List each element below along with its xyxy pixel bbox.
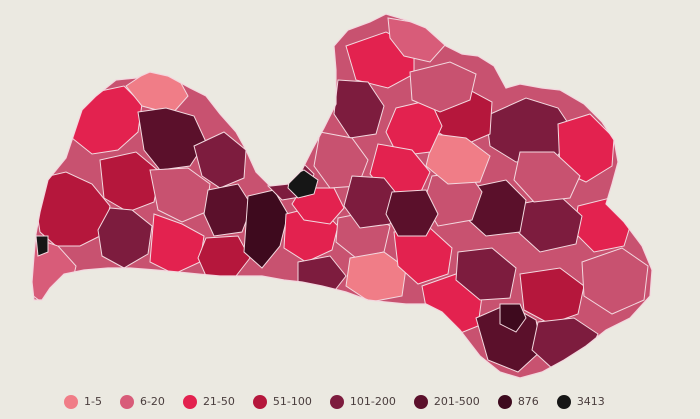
legend-item-201-500: 201-500: [413, 395, 480, 409]
legend-item-1-5: 1-5: [64, 395, 102, 409]
region-latgale-7: [581, 247, 649, 315]
legend-swatch-21-50: [182, 395, 197, 409]
legend-label-876: 876: [517, 395, 539, 408]
region-vidzeme-3: [513, 151, 581, 203]
legend-label-3413: 3413: [576, 395, 605, 408]
legend-item-3413: 3413: [556, 395, 605, 409]
region-liepaja: [35, 235, 49, 257]
region-vidzeme-11: [333, 79, 385, 139]
legend-item-6-20: 6-20: [119, 395, 165, 409]
legend-label-1-5: 1-5: [84, 395, 102, 408]
region-zemgale-1: [203, 183, 253, 237]
legend-swatch-51-100: [252, 395, 267, 409]
legend-swatch-876: [497, 395, 512, 409]
legend-label-51-100: 51-100: [272, 395, 312, 408]
latvia-choropleth-map: [31, 13, 653, 379]
legend-swatch-201-500: [413, 395, 428, 409]
legend-item-21-50: 21-50: [182, 395, 235, 409]
legend-swatch-6-20: [119, 395, 134, 409]
region-zemgale-7: [345, 251, 407, 303]
legend-item-51-100: 51-100: [252, 395, 312, 409]
legend-swatch-101-200: [329, 395, 344, 409]
region-latgale-5: [519, 267, 585, 325]
legend-label-6-20: 6-20: [139, 395, 165, 408]
legend-swatch-3413: [556, 395, 571, 409]
legend-item-876: 876: [497, 395, 539, 409]
region-vidzeme-5: [425, 133, 491, 185]
municipality-layer: [32, 14, 652, 378]
map-canvas: [31, 13, 653, 379]
legend-label-201-500: 201-500: [433, 395, 480, 408]
region-southwest-1: [97, 207, 153, 269]
region-daugavpils: [499, 303, 527, 333]
legend-swatch-1-5: [64, 395, 78, 409]
region-latgale-3: [455, 247, 517, 301]
region-kurzeme-6: [193, 131, 247, 189]
region-riga-surroundings-3: [291, 187, 345, 225]
region-west-3: [99, 151, 161, 213]
legend-label-101-200: 101-200: [349, 395, 396, 408]
legend-label-21-50: 21-50: [202, 395, 235, 408]
country-outline: [31, 13, 653, 379]
legend-item-101-200: 101-200: [329, 395, 396, 409]
region-riga-surroundings-4: [385, 189, 439, 237]
map-legend: 1-5 6-20 21-50 51-100 101-200 201-500 87…: [64, 390, 664, 414]
region-vidzeme-10: [409, 61, 477, 113]
